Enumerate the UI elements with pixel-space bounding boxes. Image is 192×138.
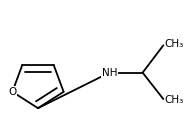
Text: NH: NH [102,68,117,78]
Text: CH₃: CH₃ [164,95,184,105]
Text: CH₃: CH₃ [164,39,184,49]
Text: O: O [8,87,17,97]
